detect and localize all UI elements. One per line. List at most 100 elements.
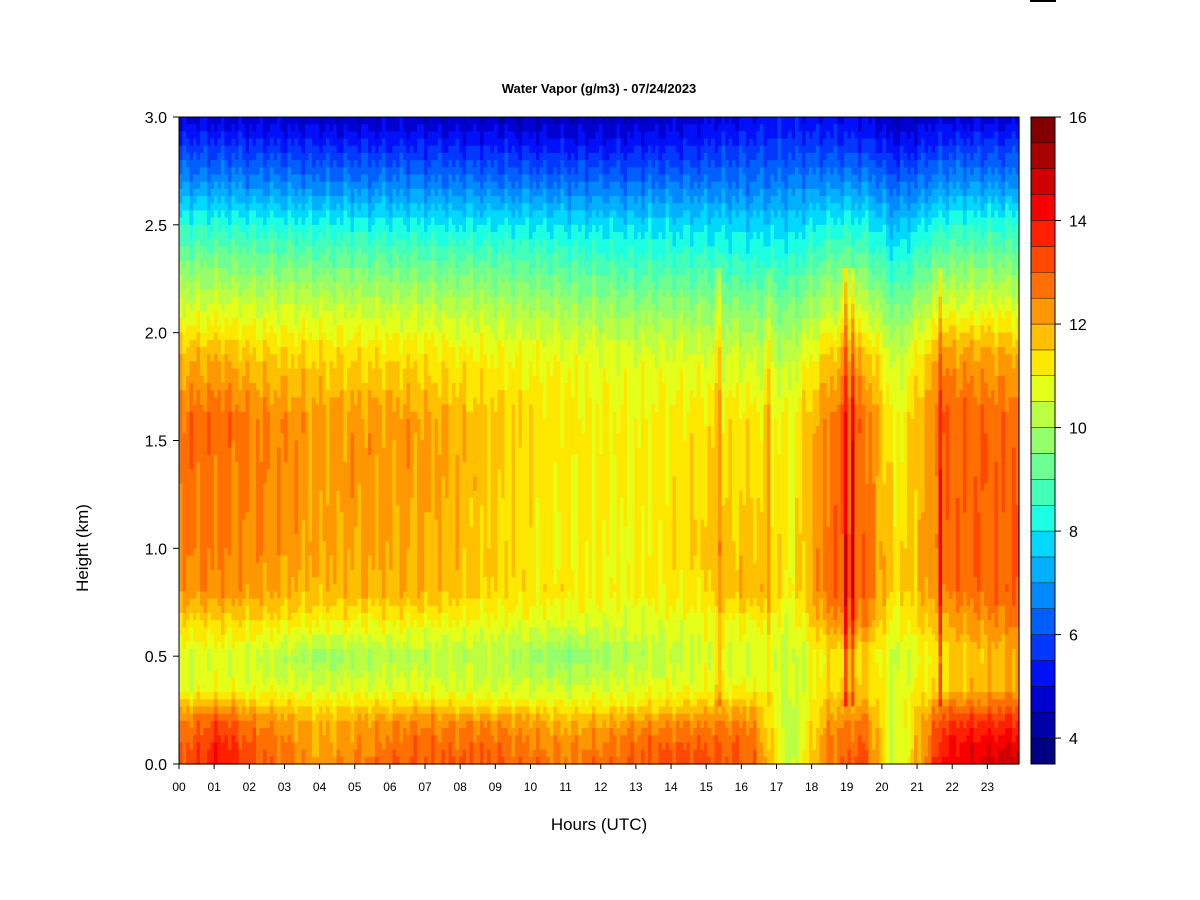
heatmap-cell — [193, 239, 198, 247]
heatmap-cell — [308, 677, 313, 686]
heatmap-cell — [287, 720, 292, 729]
heatmap-cell — [371, 354, 376, 363]
heatmap-cell — [252, 512, 257, 521]
heatmap-cell — [326, 311, 331, 319]
heatmap-cell — [336, 505, 341, 513]
heatmap-cell — [329, 332, 334, 341]
heatmap-cell — [266, 749, 271, 758]
heatmap-cell — [350, 418, 355, 427]
heatmap-cell — [336, 167, 341, 176]
heatmap-cell — [347, 613, 352, 621]
heatmap-cell — [294, 742, 299, 751]
heatmap-cell — [273, 648, 278, 657]
heatmap-cell — [259, 605, 264, 614]
heatmap-cell — [214, 598, 219, 607]
heatmap-cell — [217, 490, 222, 499]
heatmap-cell — [245, 548, 250, 557]
heatmap-cell — [210, 174, 215, 183]
heatmap-cell — [277, 318, 282, 327]
heatmap-cell — [179, 562, 184, 571]
heatmap-cell — [259, 598, 264, 607]
heatmap-cell — [193, 505, 198, 513]
heatmap-cell — [186, 598, 191, 607]
heatmap-cell — [259, 469, 264, 478]
heatmap-cell — [298, 347, 303, 355]
heatmap-cell — [319, 749, 324, 758]
heatmap-cell — [298, 411, 303, 420]
heatmap-cell — [203, 605, 208, 614]
heatmap-cell — [224, 124, 229, 132]
heatmap-cell — [235, 620, 240, 629]
heatmap-cell — [315, 684, 320, 693]
heatmap-cell — [214, 296, 219, 305]
heatmap-cell — [179, 433, 184, 442]
heatmap-cell — [371, 318, 376, 327]
heatmap-cell — [329, 483, 334, 492]
heatmap-cell — [207, 692, 212, 700]
heatmap-cell — [305, 605, 310, 614]
heatmap-cell — [371, 174, 376, 183]
heatmap-cell — [221, 418, 226, 427]
heatmap-cell — [308, 289, 313, 298]
heatmap-cell — [207, 533, 212, 542]
heatmap-cell — [294, 462, 299, 470]
heatmap-cell — [364, 181, 369, 190]
heatmap-cell — [189, 541, 194, 549]
heatmap-cell — [350, 548, 355, 557]
heatmap-cell — [354, 648, 359, 657]
heatmap-cell — [235, 569, 240, 578]
heatmap-cell — [312, 124, 317, 132]
heatmap-cell — [361, 584, 366, 593]
heatmap-cell — [347, 505, 352, 513]
heatmap-cell — [294, 692, 299, 700]
heatmap-cell — [315, 196, 320, 204]
heatmap-cell — [266, 311, 271, 319]
heatmap-cell — [217, 742, 222, 751]
heatmap-cell — [221, 670, 226, 679]
heatmap-cell — [238, 196, 243, 204]
heatmap-cell — [186, 512, 191, 521]
heatmap-cell — [357, 562, 362, 571]
heatmap-cell — [235, 232, 240, 240]
heatmap-cell — [340, 332, 345, 341]
heatmap-cell — [193, 124, 198, 132]
heatmap-cell — [203, 656, 208, 664]
heatmap-cell — [242, 196, 247, 204]
heatmap-cell — [270, 152, 275, 161]
heatmap-cell — [326, 196, 331, 204]
heatmap-cell — [245, 210, 250, 219]
heatmap-cell — [228, 692, 233, 700]
heatmap-cell — [308, 670, 313, 679]
heatmap-cell — [322, 684, 327, 693]
heatmap-cell — [242, 490, 247, 499]
heatmap-cell — [312, 677, 317, 686]
heatmap-cell — [252, 339, 257, 348]
heatmap-cell — [214, 728, 219, 736]
heatmap-cell — [228, 505, 233, 513]
heatmap-cell — [259, 138, 264, 147]
heatmap-cell — [347, 433, 352, 442]
heatmap-cell — [249, 311, 254, 319]
heatmap-cell — [266, 117, 271, 125]
heatmap-cell — [361, 735, 366, 744]
heatmap-cell — [252, 232, 257, 240]
heatmap-cell — [350, 692, 355, 700]
heatmap-cell — [301, 181, 306, 190]
heatmap-cell — [238, 512, 243, 521]
heatmap-cell — [350, 533, 355, 542]
heatmap-cell — [284, 382, 289, 391]
heatmap-cell — [284, 174, 289, 183]
heatmap-cell — [249, 368, 254, 377]
heatmap-cell — [322, 404, 327, 413]
heatmap-cell — [245, 569, 250, 578]
heatmap-cell — [263, 124, 268, 132]
heatmap-cell — [200, 505, 205, 513]
heatmap-cell — [364, 426, 369, 434]
heatmap-cell — [280, 397, 285, 406]
heatmap-cell — [182, 533, 187, 542]
heatmap-cell — [298, 311, 303, 319]
heatmap-cell — [312, 749, 317, 758]
heatmap-cell — [182, 519, 187, 528]
heatmap-cell — [294, 296, 299, 305]
heatmap-cell — [214, 440, 219, 449]
